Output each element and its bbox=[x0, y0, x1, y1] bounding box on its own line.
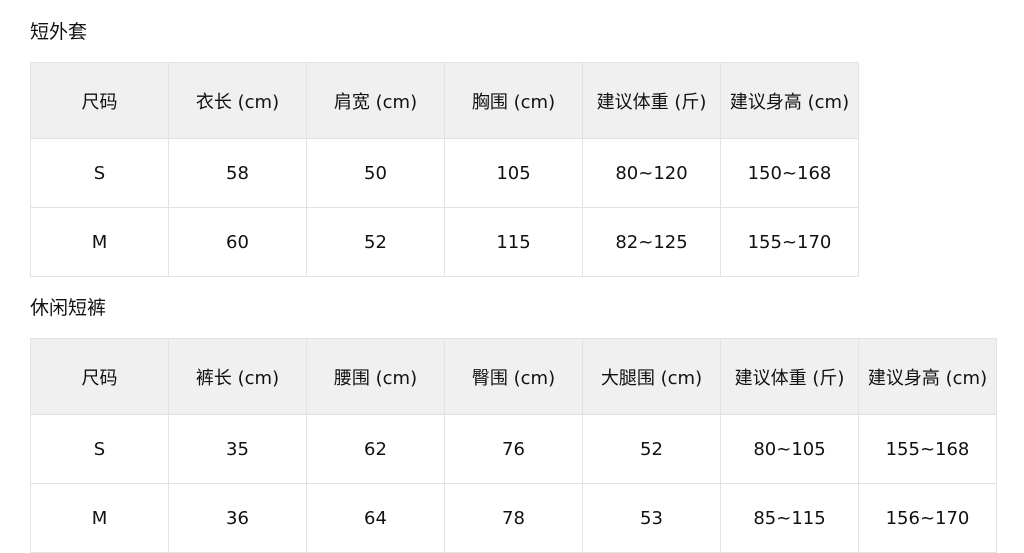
table-cell: 52 bbox=[306, 207, 445, 277]
table-cell: S bbox=[30, 138, 169, 208]
table-row: S 35 62 76 52 80~105 155~168 bbox=[30, 414, 997, 484]
table-header-row: 尺码 裤长 (cm) 腰围 (cm) 臀围 (cm) 大腿围 (cm) 建议体重 (斤) 建… bbox=[30, 338, 997, 415]
column-header: 尺码 bbox=[30, 62, 169, 139]
column-header: 肩宽 (cm) bbox=[306, 62, 445, 139]
table-cell: M bbox=[30, 207, 169, 277]
column-header: 建议体重 (斤) bbox=[582, 62, 721, 139]
table-cell: 35 bbox=[168, 414, 307, 484]
section-title-jacket: 短外套 bbox=[30, 21, 88, 43]
table-cell: 155~168 bbox=[858, 414, 997, 484]
column-header: 裤长 (cm) bbox=[168, 338, 307, 415]
table-row: M 60 52 115 82~125 155~170 bbox=[30, 207, 859, 277]
table-cell: M bbox=[30, 483, 169, 553]
column-header: 胸围 (cm) bbox=[444, 62, 583, 139]
shorts-size-table: 尺码 裤长 (cm) 腰围 (cm) 臀围 (cm) 大腿围 (cm) 建议体重 (斤) 建… bbox=[30, 338, 997, 553]
column-header: 臀围 (cm) bbox=[444, 338, 583, 415]
column-header: 大腿围 (cm) bbox=[582, 338, 721, 415]
section-title-shorts: 休闲短裤 bbox=[30, 297, 107, 319]
table-header-row: 尺码 衣长 (cm) 肩宽 (cm) 胸围 (cm) 建议体重 (斤) 建议身高 (cm) bbox=[30, 62, 859, 139]
table-cell: 115 bbox=[444, 207, 583, 277]
column-header: 建议身高 (cm) bbox=[858, 338, 997, 415]
table-cell: 105 bbox=[444, 138, 583, 208]
table-cell: 64 bbox=[306, 483, 445, 553]
table-cell: 82~125 bbox=[582, 207, 721, 277]
table-row: S 58 50 105 80~120 150~168 bbox=[30, 138, 859, 208]
table-cell: 58 bbox=[168, 138, 307, 208]
column-header: 建议体重 (斤) bbox=[720, 338, 859, 415]
column-header: 建议身高 (cm) bbox=[720, 62, 859, 139]
table-cell: 52 bbox=[582, 414, 721, 484]
table-cell: 156~170 bbox=[858, 483, 997, 553]
table-row: M 36 64 78 53 85~115 156~170 bbox=[30, 483, 997, 553]
table-cell: 62 bbox=[306, 414, 445, 484]
table-cell: 36 bbox=[168, 483, 307, 553]
table-cell: 80~120 bbox=[582, 138, 721, 208]
table-cell: S bbox=[30, 414, 169, 484]
table-cell: 50 bbox=[306, 138, 445, 208]
table-cell: 53 bbox=[582, 483, 721, 553]
table-cell: 85~115 bbox=[720, 483, 859, 553]
table-cell: 78 bbox=[444, 483, 583, 553]
table-cell: 60 bbox=[168, 207, 307, 277]
table-cell: 76 bbox=[444, 414, 583, 484]
table-cell: 80~105 bbox=[720, 414, 859, 484]
column-header: 腰围 (cm) bbox=[306, 338, 445, 415]
table-cell: 155~170 bbox=[720, 207, 859, 277]
jacket-size-table: 尺码 衣长 (cm) 肩宽 (cm) 胸围 (cm) 建议体重 (斤) 建议身高 (cm)… bbox=[30, 62, 859, 277]
table-cell: 150~168 bbox=[720, 138, 859, 208]
column-header: 衣长 (cm) bbox=[168, 62, 307, 139]
column-header: 尺码 bbox=[30, 338, 169, 415]
